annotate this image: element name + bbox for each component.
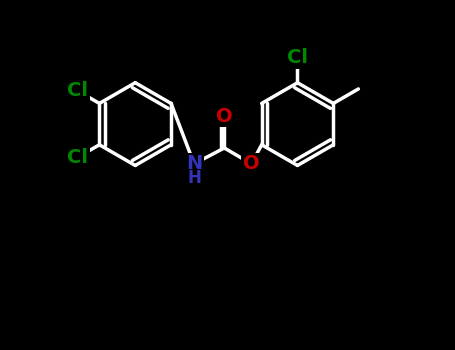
Text: O: O (243, 154, 260, 173)
Text: N: N (186, 154, 202, 173)
Text: H: H (187, 169, 201, 187)
Text: Cl: Cl (287, 48, 308, 68)
Text: Cl: Cl (67, 82, 88, 100)
Text: O: O (216, 107, 233, 126)
Text: Cl: Cl (67, 148, 88, 167)
